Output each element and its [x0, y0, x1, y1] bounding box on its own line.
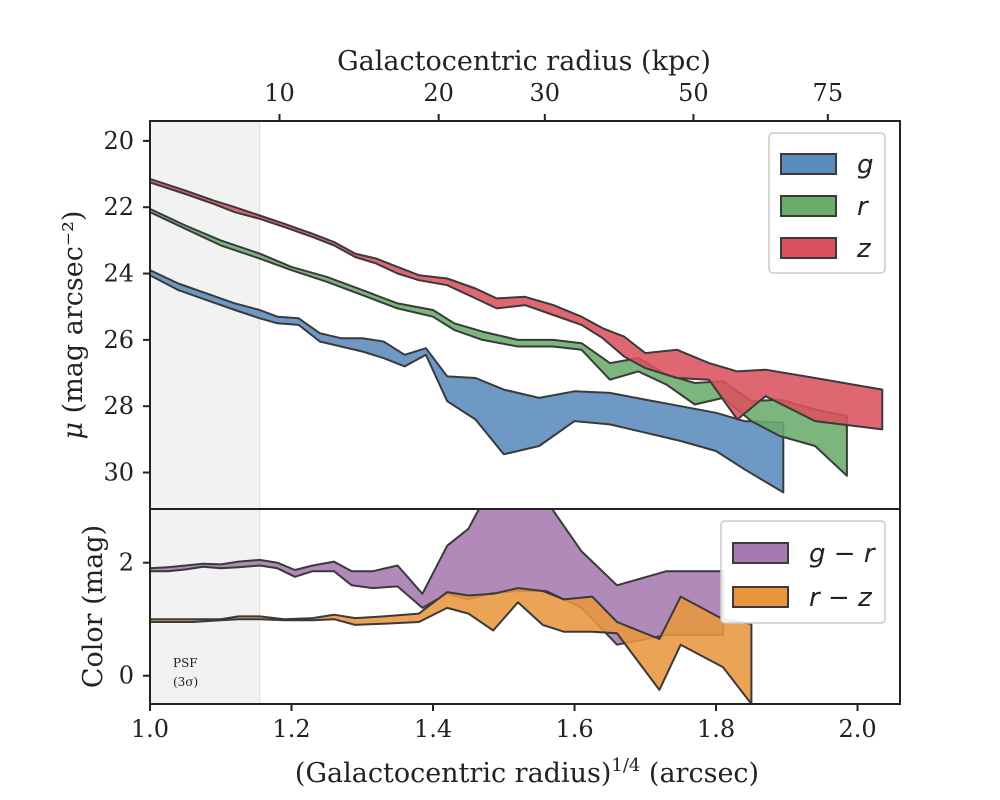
- y-tick-label: 26: [103, 326, 134, 354]
- x-tick-label: 2.0: [838, 715, 876, 743]
- surface-brightness-bands: [150, 178, 884, 494]
- legend-label-z: z: [856, 234, 872, 264]
- y-axis-ticks: 20 22 24 26 28 30: [103, 127, 150, 487]
- legend-swatch-g-r: [732, 542, 789, 564]
- top-legend: grz: [768, 132, 886, 274]
- top-axis-title: Galactocentric radius (kpc): [337, 46, 711, 77]
- color-panel: 02 1.0 1.2 1.4 1.6 1.8 2.0 g − rr − z PSF (3σ…: [119, 508, 901, 743]
- bottom-axis-title: (Galactocentric radius)1/4 (arcsec): [295, 755, 759, 789]
- band-z: [150, 178, 884, 431]
- y-tick-label: 30: [103, 459, 134, 487]
- top-tick-label: 75: [813, 79, 844, 107]
- top-axis-ticks: 10 20 30 50 75: [264, 79, 843, 121]
- color-y-tick-label: 2: [119, 549, 134, 577]
- band-r: [150, 207, 848, 477]
- bottom-panel-frame: [149, 508, 901, 705]
- x-tick-label: 1.2: [272, 715, 310, 743]
- top-tick-label: 20: [423, 79, 454, 107]
- legend-swatch-z: [780, 237, 837, 259]
- psf-shaded-region-bottom: [149, 508, 261, 705]
- psf-note-line1: PSF: [173, 656, 198, 670]
- legend-label-r-z: r − z: [809, 583, 873, 613]
- legend-swatch-g: [780, 153, 837, 175]
- top-tick-label: 10: [264, 79, 295, 107]
- x-tick-label: 1.0: [131, 715, 169, 743]
- y-tick-label: 24: [103, 260, 134, 288]
- legend-label-r: r: [857, 192, 870, 222]
- psf-note-line2: (3σ): [173, 675, 198, 689]
- color-axis-title: Color (mag): [78, 525, 109, 688]
- band-g: [150, 269, 785, 494]
- color-y-tick-label: 0: [119, 662, 134, 690]
- legend-label-g-r: g − r: [809, 539, 877, 569]
- y-tick-label: 28: [103, 392, 134, 420]
- y-tick-label: 22: [103, 193, 134, 221]
- color-y-axis-ticks: 02: [119, 549, 150, 690]
- x-tick-label: 1.8: [697, 715, 735, 743]
- legend-label-g: g: [857, 150, 874, 180]
- legend-swatch-r-z: [732, 586, 789, 608]
- x-tick-label: 1.6: [555, 715, 593, 743]
- color-bands: [150, 509, 753, 704]
- surface-brightness-axis-title: μ (mag arcsec⁻²): [58, 211, 89, 440]
- x-axis-ticks: 1.0 1.2 1.4 1.6 1.8 2.0: [131, 704, 877, 743]
- band-r-z: [150, 587, 753, 704]
- bottom-legend: g − r r − z: [720, 520, 886, 624]
- psf-shaded-region: [149, 120, 261, 510]
- y-tick-label: 20: [103, 127, 134, 155]
- x-tick-label: 1.4: [414, 715, 452, 743]
- legend-swatch-r: [780, 195, 837, 217]
- top-tick-label: 50: [678, 79, 709, 107]
- surface-brightness-panel: 20 22 24 26 28 30 10 20 30 50 75 grz: [103, 79, 901, 510]
- top-tick-label: 30: [530, 79, 561, 107]
